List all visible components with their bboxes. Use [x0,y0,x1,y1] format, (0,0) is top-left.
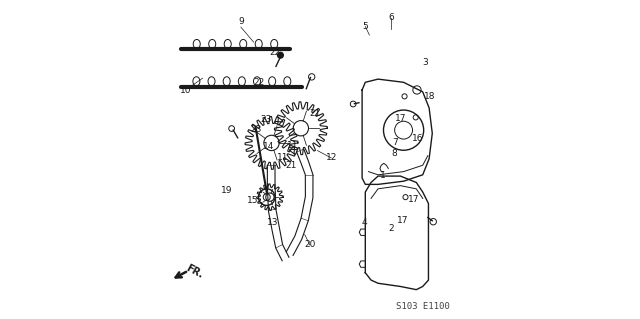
Text: 13: 13 [267,218,278,227]
Text: 9: 9 [238,17,244,26]
Text: FR.: FR. [184,263,205,280]
Text: 11: 11 [287,141,299,150]
Text: 23: 23 [250,125,261,134]
Text: S103 E1100: S103 E1100 [396,302,449,311]
Text: 22: 22 [254,78,265,87]
Text: 15: 15 [246,197,258,205]
Text: 11: 11 [276,153,288,162]
Text: 4: 4 [362,218,367,227]
Text: 20: 20 [304,241,316,249]
Text: 6: 6 [388,13,394,22]
Circle shape [278,52,284,58]
Text: 16: 16 [412,134,423,143]
Text: 21: 21 [310,109,321,118]
Text: 22: 22 [269,48,280,57]
Text: 19: 19 [221,186,232,195]
Text: 17: 17 [397,216,409,225]
Text: 18: 18 [424,92,436,101]
Text: 21: 21 [285,161,297,170]
Text: 23: 23 [260,115,271,124]
Text: 10: 10 [180,86,192,95]
Text: 3: 3 [422,58,428,67]
Text: 17: 17 [408,195,420,204]
Text: 1: 1 [380,171,386,180]
Text: 12: 12 [326,153,337,162]
Text: 8: 8 [392,149,397,158]
Text: 17: 17 [396,114,407,123]
Text: 5: 5 [362,22,368,31]
Text: 2: 2 [388,224,394,233]
Text: 14: 14 [262,142,274,151]
Text: 7: 7 [392,138,397,147]
